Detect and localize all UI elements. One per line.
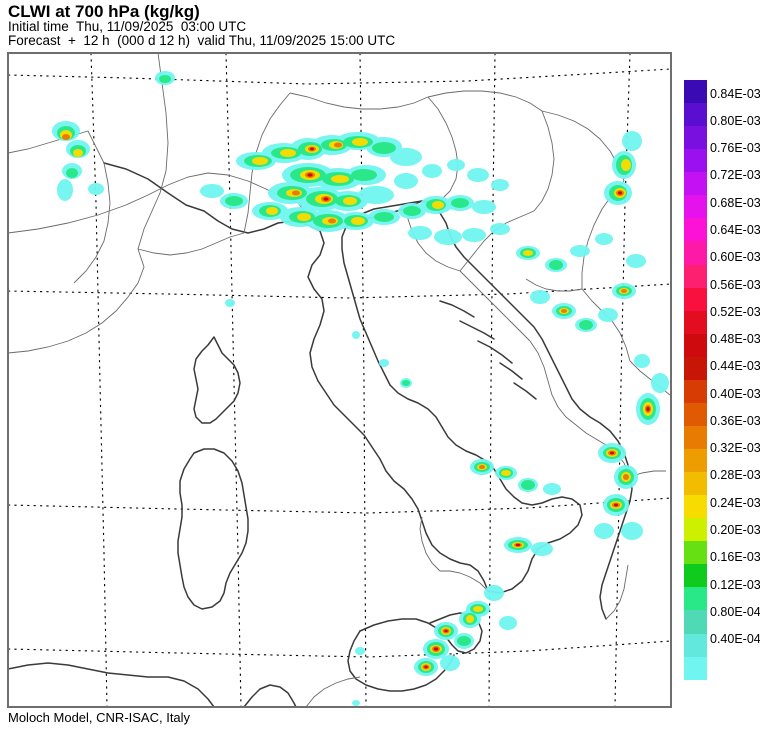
chart-header: CLWI at 700 hPa (kg/kg) Initial time Thu… [8, 2, 668, 48]
colorbar-tick-label: 0.40E-04 [710, 632, 760, 647]
colorbar-tick-label: 0.72E-03 [710, 168, 760, 183]
colorbar-band-15 [684, 425, 707, 449]
colorbar-tick-label: 0.64E-03 [710, 223, 760, 237]
colorbar-band-25 [684, 656, 707, 680]
clwi-field-cores [62, 134, 651, 670]
page-title: CLWI at 700 hPa (kg/kg) [8, 2, 200, 21]
colorbar-band-20 [684, 541, 707, 565]
colorbar-tick-label: 0.24E-03 [710, 495, 760, 510]
colorbar-band-16 [684, 449, 707, 473]
colorbar-tick-label: 0.84E-03 [710, 86, 760, 101]
colorbar-tick-label: 0.40E-03 [710, 386, 760, 401]
colorbar-band-22 [684, 587, 707, 611]
colorbar-band-14 [684, 402, 707, 426]
colorbar-tick-label: 0.20E-03 [710, 523, 760, 537]
colorbar-labels: 0.84E-03 0.80E-03 0.76E-03 0.72E-03 0.68E-03… [710, 58, 760, 698]
clwi-field-high [60, 130, 653, 671]
colorbar-band-6 [684, 218, 707, 242]
colorbar-tick-label: 0.60E-03 [710, 250, 760, 265]
colorbar-band-0 [684, 80, 707, 104]
colorbar-band-5 [684, 195, 707, 219]
clwi-field-low [52, 71, 669, 706]
graticule [8, 53, 671, 707]
colorbar-band-21 [684, 564, 707, 588]
colorbar-band-10 [684, 310, 707, 334]
colorbar-band-1 [684, 103, 707, 127]
colorbar-tick-label: 0.52E-03 [710, 304, 760, 319]
colorbar-tick-label: 0.80E-03 [710, 113, 760, 128]
colorbar-tick-label: 0.12E-03 [710, 577, 760, 592]
colorbar-tick-label: 0.48E-03 [710, 332, 760, 347]
colorbar-band-24 [684, 633, 707, 657]
weather-map [8, 53, 671, 707]
initial-time-label: Initial time Thu, 11/09/2025 03:00 UTC [8, 19, 247, 34]
colorbar-band-7 [684, 241, 707, 265]
forecast-valid-label: Forecast + 12 h (000 d 12 h) valid Thu, … [8, 33, 396, 48]
colorbar-band-9 [684, 287, 707, 311]
colorbar-tick-label: 0.16E-03 [710, 550, 760, 565]
colorbar-tick-label: 0.28E-03 [710, 468, 760, 483]
colorbar [684, 58, 707, 680]
colorbar-band-8 [684, 264, 707, 288]
colorbar-band-19 [684, 518, 707, 542]
colorbar-band-11 [684, 333, 707, 357]
colorbar-tick-label: 0.44E-03 [710, 359, 760, 374]
country-borders [8, 53, 671, 707]
map-frame [7, 52, 672, 708]
colorbar-tick-label: 0.76E-03 [710, 141, 760, 156]
clwi-field-mid [57, 75, 656, 673]
model-credit: Moloch Model, CNR-ISAC, Italy [8, 710, 191, 725]
colorbar-bands [684, 80, 707, 680]
colorbar-band-3 [684, 149, 707, 173]
colorbar-tick-label: 0.32E-03 [710, 441, 760, 456]
colorbar-tick-label: 0.56E-03 [710, 277, 760, 292]
colorbar-band-13 [684, 379, 707, 403]
colorbar-band-17 [684, 472, 707, 496]
colorbar-band-12 [684, 356, 707, 380]
colorbar-band-2 [684, 126, 707, 150]
colorbar-tick-label: 0.36E-03 [710, 413, 760, 428]
colorbar-tick-label: 0.80E-04 [710, 604, 760, 619]
coastlines [8, 162, 633, 707]
colorbar-band-4 [684, 172, 707, 196]
colorbar-band-23 [684, 610, 707, 634]
colorbar-tick-label: 0.68E-03 [710, 195, 760, 210]
colorbar-band-18 [684, 495, 707, 519]
